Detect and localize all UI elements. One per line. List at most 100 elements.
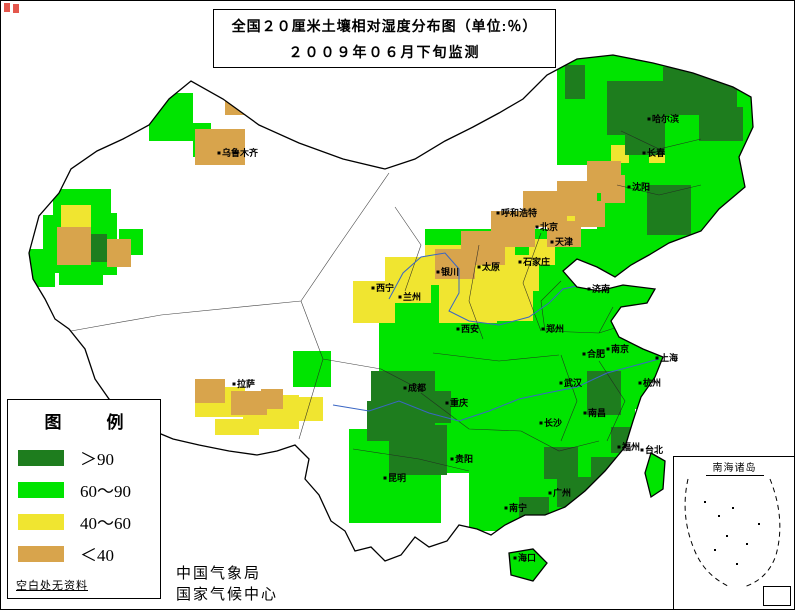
city-marker	[582, 352, 586, 356]
moisture-patch-green	[29, 249, 55, 287]
china-outline	[28, 54, 754, 582]
city-label: 昆明	[388, 473, 406, 483]
city-label: 太原	[481, 261, 500, 272]
moisture-patch-dark_green	[699, 107, 743, 141]
city-label: 南宁	[509, 502, 527, 513]
agency-line-1: 中国气象局	[176, 565, 262, 582]
city-marker	[548, 491, 552, 495]
legend-label: 60～90	[80, 482, 131, 501]
city-marker	[627, 185, 631, 189]
city-label: 广州	[553, 487, 571, 498]
city-label: 成都	[408, 382, 426, 393]
moisture-patch-dark_green	[607, 81, 665, 135]
island-dots	[704, 501, 760, 565]
city-label: 杭州	[643, 377, 661, 388]
moisture-patch-dark_green	[389, 425, 447, 475]
city-marker	[640, 448, 644, 452]
moisture-patch-dark_green	[625, 127, 665, 155]
city-marker	[655, 356, 659, 360]
rivers	[332, 252, 660, 422]
city-marker	[638, 381, 642, 385]
city-label: 南昌	[588, 407, 606, 418]
moisture-patch-green	[293, 351, 331, 387]
moisture-patch-dark_green	[587, 371, 621, 415]
city-label: 长春	[647, 147, 666, 158]
city-marker	[403, 386, 407, 390]
moisture-patch-tan	[195, 129, 245, 165]
moisture-patch-dark_green	[565, 65, 585, 99]
yellow-river	[388, 252, 598, 326]
legend-title: 图 例	[44, 413, 138, 432]
city-marker	[535, 225, 539, 229]
city-label: 兰州	[403, 291, 421, 302]
city-marker	[617, 445, 621, 449]
legend-items: ＞90 60～90 40～60 ＜40	[8, 445, 160, 566]
city-marker	[518, 260, 522, 264]
city-label: 长沙	[544, 417, 562, 428]
yangtze-river	[332, 358, 660, 422]
city-label: 海口	[518, 552, 536, 563]
legend-label: ＞90	[80, 450, 114, 469]
city-label: 济南	[592, 283, 610, 294]
inset-map-svg	[684, 478, 781, 588]
moisture-patch-yellow	[611, 145, 629, 163]
legend-label: 40～60	[80, 514, 131, 533]
moisture-patch-tan	[195, 379, 225, 403]
agency-line-2: 国家气候中心	[176, 586, 279, 603]
city-marker	[587, 287, 591, 291]
legend-box: 图 例 ＞90 60～90 40～60 ＜40 空白处无资料	[7, 399, 161, 599]
moisture-patch-yellow	[297, 397, 323, 421]
inset-scale-box	[763, 586, 791, 606]
city-marker	[496, 211, 500, 215]
city-marker	[232, 382, 236, 386]
city-label: 上海	[660, 352, 678, 363]
city-marker	[583, 411, 587, 415]
city-marker	[436, 270, 440, 274]
south-china-sea-inset: 南海诸岛	[673, 456, 794, 609]
city-marker	[217, 151, 221, 155]
legend-swatch	[18, 513, 64, 530]
legend-item: ＞90	[18, 445, 160, 470]
city-label: 郑州	[546, 323, 564, 334]
moisture-patch-tan	[575, 201, 605, 227]
nine-dash-line	[684, 478, 781, 588]
city-marker	[477, 265, 481, 269]
legend-item: ＜40	[18, 541, 160, 566]
city-label: 哈尔滨	[652, 113, 679, 124]
city-label: 银川	[441, 266, 459, 277]
city-marker	[541, 327, 545, 331]
city-label: 合肥	[587, 348, 605, 359]
city-label: 西宁	[376, 282, 394, 293]
city-marker	[456, 327, 460, 331]
legend-label: ＜40	[80, 546, 114, 565]
moisture-patch-tan	[107, 239, 131, 267]
city-marker	[383, 476, 387, 480]
moisture-patch-tan	[57, 227, 91, 265]
city-marker	[606, 347, 610, 351]
map-subtitle: ２００９年０６月下旬监测	[288, 43, 481, 60]
legend-item: 40～60	[18, 509, 160, 534]
moisture-patch-green	[59, 263, 103, 285]
city-marker	[513, 556, 517, 560]
city-marker	[371, 286, 375, 290]
city-label: 南京	[611, 343, 629, 354]
legend-swatch	[18, 545, 64, 562]
title-box: 全国２０厘米土壤相对湿度分布图（单位:％） ２００９年０６月下旬监测	[213, 9, 556, 68]
city-label: 北京	[540, 221, 558, 232]
city-label: 贵阳	[455, 453, 473, 464]
legend-swatch	[18, 449, 64, 466]
legend-swatch	[18, 481, 64, 498]
city-marker	[559, 381, 563, 385]
city-label: 武汉	[564, 377, 583, 388]
moisture-patch-dark_green	[91, 234, 107, 262]
moisture-patch-dark_green	[544, 447, 578, 479]
legend-item: 60～90	[18, 477, 160, 502]
city-label: 石家庄	[522, 256, 550, 267]
moisture-patch-dark_green	[575, 505, 601, 525]
city-marker	[450, 457, 454, 461]
city-label: 重庆	[450, 397, 468, 408]
city-marker	[398, 295, 402, 299]
